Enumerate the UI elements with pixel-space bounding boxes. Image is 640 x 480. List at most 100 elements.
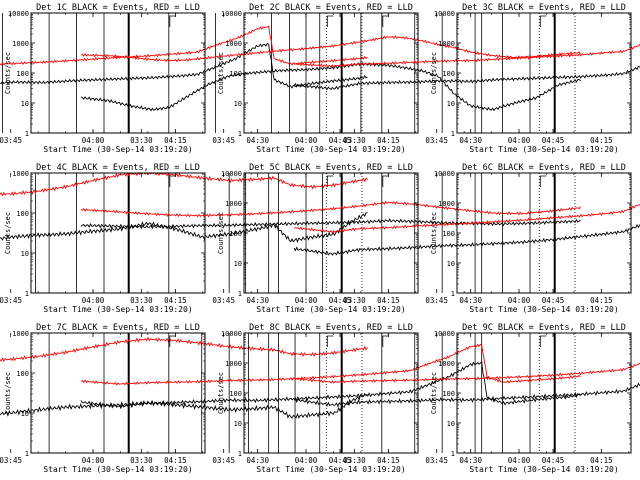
x-axis-label: Start Time (30-Sep-14 03:19:20) [256, 145, 405, 154]
y-tick-label: 100 [229, 70, 242, 78]
y-tick-label: 1 [238, 290, 242, 298]
y-tick-label: 10 [234, 260, 242, 268]
bracket-mark [539, 335, 547, 347]
y-tick-label: 10000 [434, 330, 455, 338]
x-tick-label: 04:45 [542, 456, 565, 465]
y-tick-label: 10 [447, 100, 455, 108]
x-tick-label: 04:45 [542, 136, 565, 145]
x-tick-label: 04:00 [82, 456, 105, 465]
x-tick-label: 04:15 [377, 136, 400, 145]
y-tick-label: 10 [21, 100, 29, 108]
x-tick-label: 04:30 [459, 296, 482, 305]
y-tick-label: 1000 [12, 40, 29, 48]
y-tick-label: 1000 [225, 360, 242, 368]
x-tick-label: 04:30 [459, 456, 482, 465]
y-tick-label: 100 [229, 390, 242, 398]
panel-7: Det 7C BLACK = Events, RED = LLD11010010… [0, 323, 368, 474]
x-tick-label: 04:45 [329, 456, 352, 465]
x-tick-label: 04:00 [295, 136, 318, 145]
x-axis-label: Start Time (30-Sep-14 03:19:20) [256, 305, 405, 314]
series-lld-line [293, 362, 640, 384]
y-axis-label: Counts/sec [430, 52, 438, 94]
series-lld-line [80, 35, 581, 63]
panel-9: Det 9C BLACK = Events, RED = LLD 1 10 100 10… [293, 323, 640, 474]
series-lld-line [293, 43, 640, 68]
y-tick-label: 10000 [221, 10, 242, 18]
y-tick-label: 1000 [438, 200, 455, 208]
series-lld-line [80, 200, 581, 218]
x-tick-label: 04:45 [542, 296, 565, 305]
y-tick-label: 10 [447, 260, 455, 268]
y-tick-label: 100 [442, 230, 455, 238]
x-tick-label: 04:00 [508, 136, 531, 145]
y-tick-label: 10 [447, 420, 455, 428]
series-lld-line [0, 172, 368, 197]
y-tick-label: 1 [451, 130, 455, 138]
series-lld-line [293, 203, 640, 234]
y-axis-label: Counts/sec [4, 52, 12, 94]
y-tick-label: 100 [16, 210, 29, 218]
x-tick-label: 03:45 [0, 296, 22, 305]
x-tick-label: 04:15 [377, 456, 400, 465]
y-tick-label: 1 [25, 130, 29, 138]
panel-title: Det 9C BLACK = Events, RED = LLD [462, 323, 626, 333]
panel-8: Det 8C BLACK = Events, RED = LLD11010010… [80, 323, 581, 474]
series-lld-line [80, 343, 581, 386]
x-tick-label: 03:45 [0, 456, 22, 465]
y-tick-label: 10 [21, 410, 29, 418]
bracket-mark [382, 175, 389, 187]
series-events-line [293, 382, 640, 408]
y-tick-label: 1000 [225, 40, 242, 48]
y-tick-label: 10 [234, 100, 242, 108]
y-tick-label: 1 [25, 290, 29, 298]
x-axis-label: Start Time (30-Sep-14 03:19:20) [256, 465, 405, 474]
panel-title: Det 6C BLACK = Events, RED = LLD [462, 163, 626, 173]
y-axis-label: Counts/sec [217, 372, 225, 414]
series-events-line [0, 392, 368, 419]
x-tick-label: 03:45 [425, 456, 448, 465]
plot-frame [456, 172, 632, 294]
series-events-line [293, 223, 640, 256]
x-tick-label: 04:30 [246, 456, 269, 465]
x-axis-label: Start Time (30-Sep-14 03:19:20) [469, 465, 618, 474]
y-tick-label: 1 [238, 130, 242, 138]
panel-title: Det 7C BLACK = Events, RED = LLD [36, 323, 200, 333]
x-tick-label: 04:45 [329, 296, 352, 305]
x-axis-label: Start Time (30-Sep-14 03:19:20) [469, 305, 618, 314]
y-tick-label: 1000 [12, 170, 29, 178]
x-tick-label: 03:45 [425, 136, 448, 145]
x-tick-label: 04:00 [82, 136, 105, 145]
series-lld-line [0, 336, 368, 363]
series-events-line [80, 62, 581, 112]
x-axis-label: Start Time (30-Sep-14 03:19:20) [43, 465, 192, 474]
y-tick-label: 1 [451, 450, 455, 458]
y-tick-label: 100 [442, 390, 455, 398]
y-tick-label: 100 [16, 70, 29, 78]
series-events-line [293, 65, 640, 91]
y-axis-label: Counts/sec [217, 52, 225, 94]
panel-title: Det 3C BLACK = Events, RED = LLD [462, 3, 626, 13]
series-events-line [80, 218, 581, 230]
y-axis-label: Counts/sec [4, 212, 12, 254]
panel-3: Det 3C BLACK = Events, RED = LLD 1 10 100 10… [293, 3, 640, 154]
panel-5: Det 5C BLACK = Events, RED = LLD11010010… [80, 163, 581, 314]
y-tick-label: 1 [451, 290, 455, 298]
x-tick-label: 04:30 [459, 136, 482, 145]
y-tick-label: 100 [442, 70, 455, 78]
bracket-mark [539, 175, 547, 187]
y-tick-label: 1000 [438, 360, 455, 368]
y-tick-label: 100 [16, 370, 29, 378]
x-tick-label: 04:15 [164, 136, 187, 145]
x-tick-label: 04:15 [590, 296, 613, 305]
panel-title: Det 4C BLACK = Events, RED = LLD [36, 163, 200, 173]
bracket-mark [326, 175, 334, 187]
bracket-mark [382, 15, 389, 27]
bracket-mark [326, 15, 334, 27]
y-tick-label: 10000 [8, 10, 29, 18]
plot-frame [243, 172, 419, 294]
y-tick-label: 1000 [12, 330, 29, 338]
x-tick-label: 03:30 [343, 136, 366, 145]
bracket-mark [382, 335, 389, 347]
y-tick-label: 10000 [221, 170, 242, 178]
y-axis-label: Counts/sec [217, 212, 225, 254]
